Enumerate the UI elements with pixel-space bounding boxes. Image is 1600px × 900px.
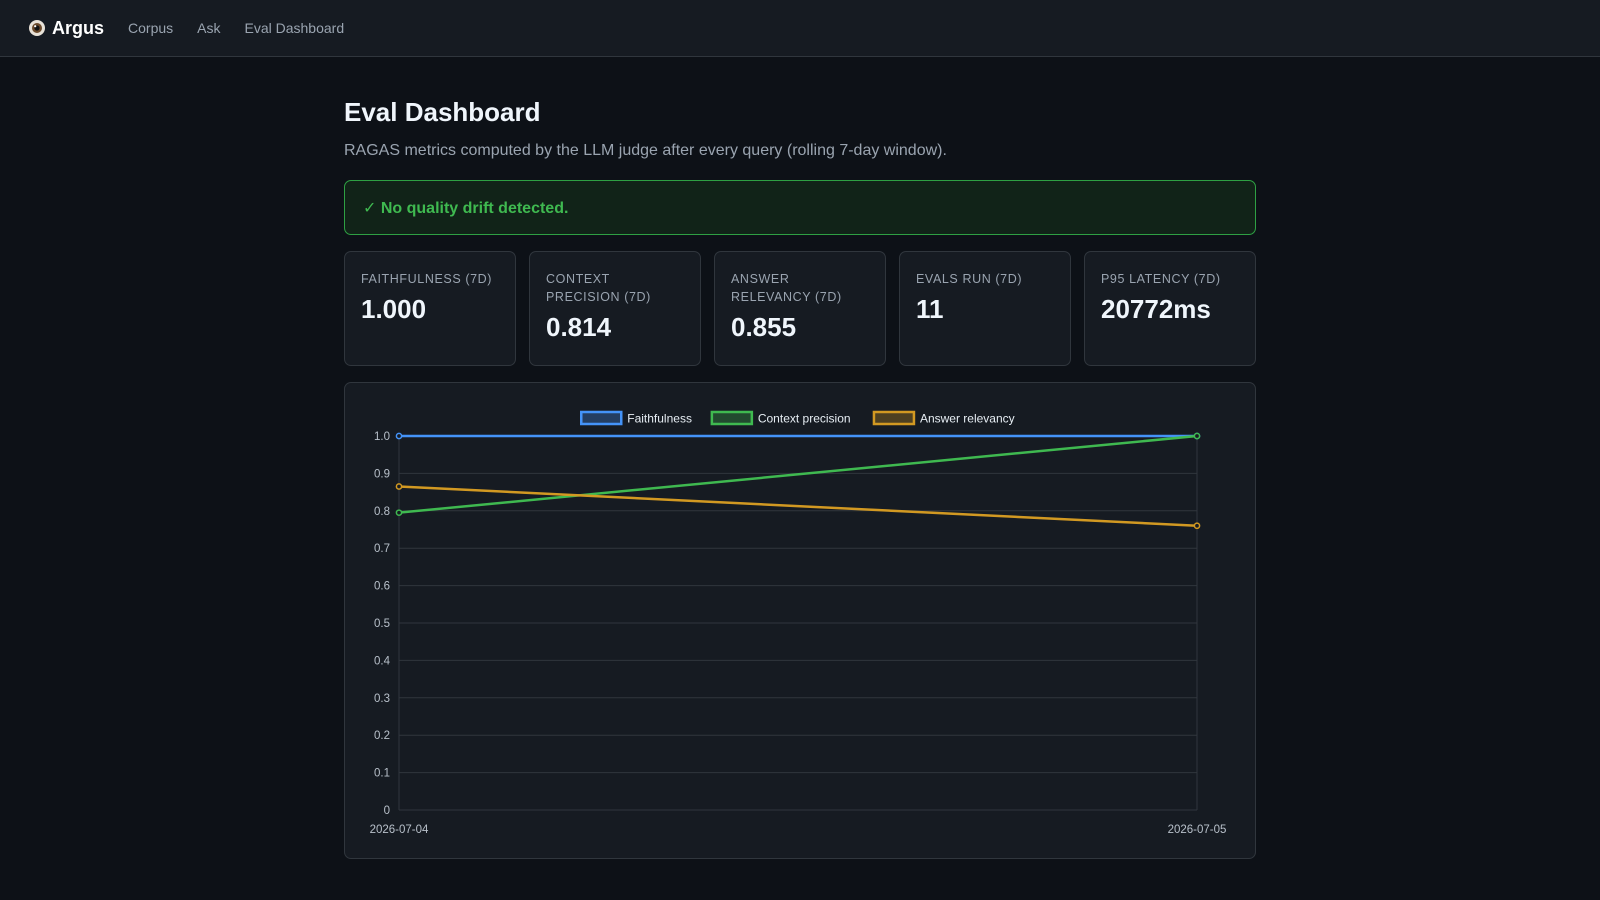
- eye-icon: [29, 20, 45, 36]
- legend-label: Faithfulness: [627, 412, 692, 426]
- stat-label: EVALS RUN (7D): [916, 272, 1023, 286]
- legend-swatch: [710, 410, 754, 426]
- stat-label: ANSWER RELEVANCY (7D): [731, 272, 842, 304]
- stat-card-answer-relevancy: ANSWER RELEVANCY (7D) 0.855: [714, 251, 886, 366]
- legend-swatch: [872, 410, 916, 426]
- stat-value: 11: [916, 294, 944, 324]
- stats-row: FAITHFULNESS (7D) 1.000 CONTEXT PRECISIO…: [344, 251, 1256, 366]
- stat-value: 1.000: [361, 294, 427, 324]
- brand-name: Argus: [52, 17, 105, 38]
- legend-label: Context precision: [758, 412, 851, 426]
- page-title: Eval Dashboard: [344, 97, 541, 127]
- drift-status-text: ✓ No quality drift detected.: [363, 199, 569, 217]
- data-point: [395, 432, 403, 440]
- data-point: [395, 509, 403, 517]
- nav-link-ask[interactable]: Ask: [197, 20, 221, 36]
- stat-card-faithfulness: FAITHFULNESS (7D) 1.000: [344, 251, 516, 366]
- y-tick-label: 0.2: [374, 730, 390, 742]
- data-point: [1193, 522, 1201, 530]
- legend-label: Answer relevancy: [920, 412, 1015, 426]
- stat-value: 0.855: [731, 312, 797, 342]
- x-tick-label: 2026-07-04: [370, 824, 429, 836]
- x-tick-label: 2026-07-05: [1168, 824, 1227, 836]
- stat-label: P95 LATENCY (7D): [1101, 272, 1221, 286]
- series-line-answer-relevancy: [398, 485, 1198, 528]
- brand[interactable]: Argus: [28, 18, 104, 39]
- stat-card-p95-latency: P95 LATENCY (7D) 20772ms: [1084, 251, 1256, 366]
- y-tick-label: 0.8: [374, 506, 390, 518]
- stat-value: 20772ms: [1101, 294, 1211, 324]
- metrics-chart-card: 0 0.1 0.2 0.3 0.4 0.5 0.6 0.7 0.8 0.9 1.0 2026-07-0…: [344, 382, 1256, 859]
- data-point: [395, 483, 403, 490]
- y-tick-label: 0.7: [374, 543, 390, 555]
- y-tick-label: 0.5: [374, 618, 390, 630]
- metrics-line-chart: 0 0.1 0.2 0.3 0.4 0.5 0.6 0.7 0.8 0.9 1.0 2026-07-0…: [370, 410, 1227, 836]
- stat-card-evals-run: EVALS RUN (7D) 11: [899, 251, 1071, 366]
- stat-label: CONTEXT PRECISION (7D): [546, 272, 651, 304]
- nav-link-corpus[interactable]: Corpus: [128, 20, 174, 36]
- data-point: [1193, 432, 1201, 440]
- drift-status-alert: ✓ No quality drift detected.: [344, 180, 1256, 235]
- series-line-context-precision: [398, 434, 1198, 514]
- stat-card-context-precision: CONTEXT PRECISION (7D) 0.814: [529, 251, 701, 366]
- stat-value: 0.814: [546, 312, 612, 342]
- stat-label: FAITHFULNESS (7D): [361, 272, 493, 286]
- y-tick-label: 0: [384, 805, 390, 817]
- nav-link-eval-dashboard[interactable]: Eval Dashboard: [244, 20, 345, 36]
- y-tick-label: 0.1: [374, 768, 390, 780]
- y-tick-label: 1.0: [374, 431, 390, 443]
- main-content: Eval Dashboard RAGAS metrics computed by…: [344, 57, 1256, 859]
- y-tick-label: 0.3: [374, 693, 390, 705]
- y-tick-label: 0.6: [374, 581, 390, 593]
- page-subtitle: RAGAS metrics computed by the LLM judge …: [344, 142, 947, 159]
- top-nav: Argus Corpus Ask Eval Dashboard: [0, 0, 1600, 57]
- legend-swatch: [580, 410, 623, 426]
- y-tick-label: 0.9: [374, 468, 390, 480]
- y-tick-label: 0.4: [374, 655, 391, 667]
